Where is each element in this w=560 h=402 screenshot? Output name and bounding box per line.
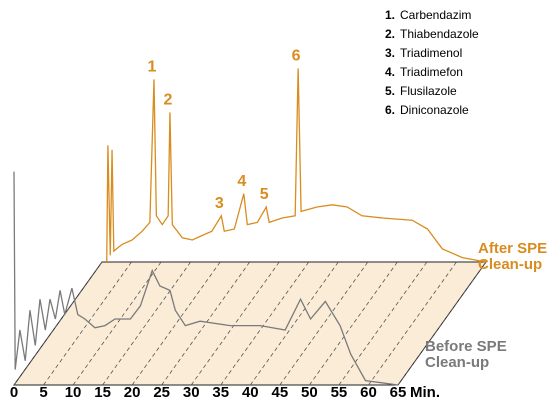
x-tick-label: 50 xyxy=(301,384,318,401)
series-label: Before SPE Clean-up xyxy=(425,338,507,371)
floor-grid-line xyxy=(161,261,251,386)
legend-entry: 5. Flusilazole xyxy=(385,84,457,98)
legend-name: Flusilazole xyxy=(400,84,457,98)
legend-entry: 2. Thiabendazole xyxy=(385,27,479,41)
legend-entry: 1. Carbendazim xyxy=(385,8,471,22)
floor-grid-line xyxy=(368,261,457,386)
floor-grid-line xyxy=(249,261,339,386)
legend-entry: 6. Diniconazole xyxy=(385,103,469,117)
floor-grid-line xyxy=(397,261,487,386)
legend-number: 2. xyxy=(385,27,395,41)
floor-grid-line xyxy=(190,261,280,386)
peak-label: 2 xyxy=(163,92,172,109)
floor xyxy=(13,261,487,386)
legend-name: Triadimefon xyxy=(400,65,463,79)
legend-number: 4. xyxy=(385,65,395,79)
legend-name: Thiabendazole xyxy=(400,27,479,41)
peak-label: 4 xyxy=(237,173,246,190)
x-tick-label: 5 xyxy=(39,384,47,401)
peak-label: 5 xyxy=(260,186,269,203)
x-tick-label: 40 xyxy=(242,384,259,401)
x-tick-label: 25 xyxy=(153,384,170,401)
x-tick-label: 10 xyxy=(65,384,82,401)
floor-grid-line xyxy=(102,261,191,386)
series-label: After SPE Clean-up xyxy=(478,240,548,273)
x-tick-label: 35 xyxy=(212,384,229,401)
floor-grid-line xyxy=(13,261,103,386)
legend-number: 3. xyxy=(385,46,395,60)
peak-label: 3 xyxy=(215,195,224,212)
floor-grid-line xyxy=(309,261,398,386)
x-tick-label: 20 xyxy=(124,384,141,401)
x-tick-label: 15 xyxy=(94,384,111,401)
trace xyxy=(106,68,487,263)
floor-grid-line xyxy=(338,261,428,386)
legend-name: Triadimenol xyxy=(400,46,462,60)
legend-number: 6. xyxy=(385,103,395,117)
floor-grid-line xyxy=(279,261,369,386)
legend-number: 5. xyxy=(385,84,395,98)
x-tick-label: 60 xyxy=(360,384,377,401)
x-tick-label: 45 xyxy=(272,384,289,401)
legend-entry: 4. Triadimefon xyxy=(385,65,463,79)
x-tick-label: 65 xyxy=(390,384,407,401)
x-tick-label: 55 xyxy=(331,384,348,401)
legend-name: Diniconazole xyxy=(400,103,469,117)
peak-label: 1 xyxy=(148,59,157,76)
trace xyxy=(13,171,399,386)
peak-label: 6 xyxy=(292,48,301,65)
legend-name: Carbendazim xyxy=(400,8,471,22)
x-axis-label: Min. xyxy=(410,384,440,401)
x-tick-label: 0 xyxy=(10,384,18,401)
floor-grid-line xyxy=(72,261,162,386)
x-tick-label: 30 xyxy=(183,384,200,401)
floor-grid-line xyxy=(43,261,132,386)
legend-entry: 3. Triadimenol xyxy=(385,46,462,60)
legend-number: 1. xyxy=(385,8,395,22)
floor-grid-line xyxy=(220,261,310,386)
floor-grid-line xyxy=(131,261,221,386)
